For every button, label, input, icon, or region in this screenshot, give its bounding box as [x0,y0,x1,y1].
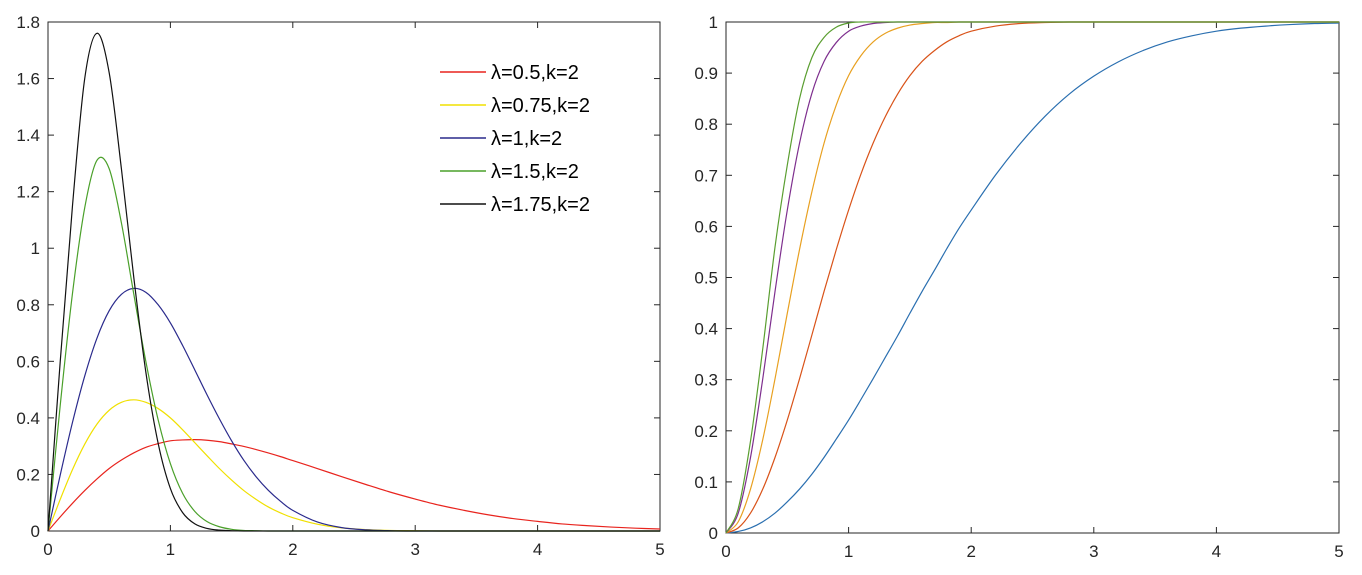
series-line-1 [47,399,660,532]
y-tick-label: 0.2 [694,422,718,441]
legend-label: λ=0.75,k=2 [491,95,590,117]
y-tick-label: 1.4 [16,126,40,145]
x-tick-label: 5 [1334,542,1343,561]
plot-area-frame [725,21,1340,534]
y-tick-label: 0.1 [694,473,718,492]
y-tick-label: 0.6 [694,217,718,236]
series-line-0 [47,439,661,532]
y-tick-label: 0.7 [694,166,718,185]
y-tick-label: 0.2 [16,465,40,484]
legend-label: λ=0.5,k=2 [491,62,579,84]
series-line-4 [725,21,1339,534]
x-tick-label: 2 [288,540,297,559]
y-tick-label: 1.8 [16,13,40,32]
pdf-chart: 0 1 2 3 4 5 0 0.2 0.4 0.6 0.8 1 1.2 1.4 1.6 1.8 λ=0.5,k=… [16,13,664,559]
x-tick-label: 3 [1089,542,1098,561]
y-tick-label: 0.4 [694,320,718,339]
series-line-4 [47,32,660,532]
y-tick-label: 0.5 [694,269,718,288]
x-tick-label: 5 [655,540,664,559]
y-tick-label: 0.6 [16,352,40,371]
x-tick-label: 4 [533,540,542,559]
y-tick-label: 1.2 [16,183,40,202]
legend-label: λ=1,k=2 [491,128,562,150]
series-line-3 [725,21,1339,534]
x-tick-label: 4 [1212,542,1221,561]
y-tick-label: 0 [709,524,718,543]
y-tick-label: 0.4 [16,409,40,428]
legend-label: λ=1.5,k=2 [491,161,579,183]
x-tick-label: 1 [844,542,853,561]
series-line-0 [725,22,1340,534]
legend-label: λ=1.75,k=2 [491,194,590,216]
y-tick-label: 1.6 [16,70,40,89]
x-tick-label: 3 [410,540,419,559]
series-line-1 [725,21,1339,534]
x-tick-label: 0 [43,540,52,559]
y-tick-label: 1 [709,13,718,32]
cdf-chart: 0 1 2 3 4 5 0 0.1 0.2 0.3 0.4 0.5 0.6 0.7 0.8 0.9 1 [694,13,1343,561]
series-line-2 [725,21,1339,534]
y-tick-label: 1 [31,239,40,258]
x-tick-label: 2 [966,542,975,561]
y-tick-label: 0.3 [694,371,718,390]
x-tick-label: 1 [166,540,175,559]
y-tick-label: 0.9 [694,64,718,83]
y-tick-label: 0.8 [694,115,718,134]
y-tick-label: 0.8 [16,296,40,315]
x-tick-label: 0 [721,542,730,561]
y-tick-label: 0 [31,522,40,541]
